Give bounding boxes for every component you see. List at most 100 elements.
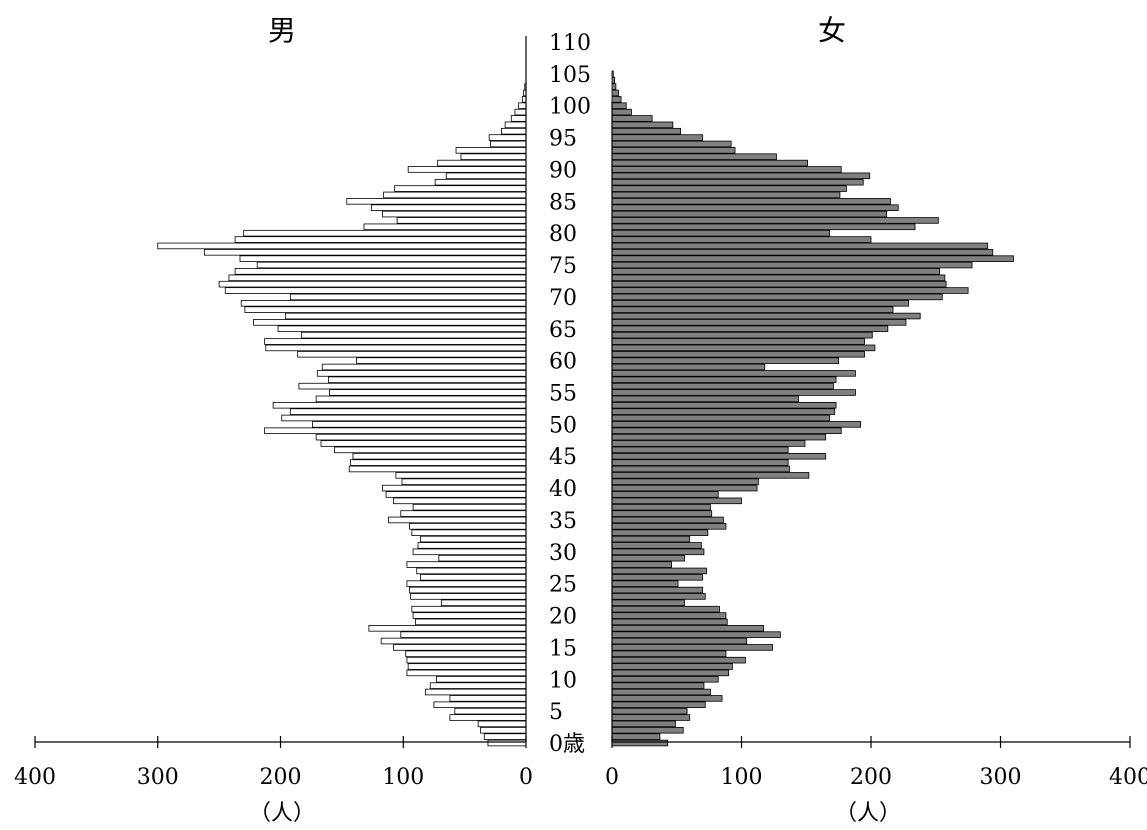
male-bar-age-21 — [411, 605, 527, 613]
male-bar-age-100 — [518, 102, 527, 109]
male-bar-age-97 — [504, 121, 527, 129]
age-label-10: 10 — [549, 668, 577, 693]
female-bar-age-36 — [611, 510, 713, 517]
male-bar-age-1 — [483, 733, 527, 740]
female-bar-age-22 — [611, 599, 685, 607]
female-tick-label-400: 400 — [1109, 765, 1147, 790]
male-bar-age-94 — [490, 140, 527, 148]
male-bar-age-23 — [410, 593, 527, 600]
male-bar-age-96 — [501, 127, 527, 135]
male-bar-age-8 — [424, 688, 527, 696]
male-bar-age-34 — [408, 523, 527, 530]
age-label-0: 0歳 — [549, 732, 585, 757]
female-bar-age-102 — [611, 89, 619, 97]
female-bar-age-13 — [611, 656, 746, 664]
female-bar-age-4 — [611, 714, 691, 721]
female-bar-age-94 — [611, 140, 732, 148]
age-label-35: 35 — [549, 509, 577, 534]
female-bar-age-37 — [611, 503, 711, 511]
male-bar-age-72 — [218, 280, 527, 288]
male-bar-age-78 — [157, 242, 527, 250]
female-bar-age-68 — [611, 306, 894, 313]
female-bar-age-85 — [611, 198, 891, 205]
age-label-5: 5 — [549, 700, 563, 725]
male-bar-age-35 — [388, 516, 527, 524]
age-label-70: 70 — [549, 286, 577, 311]
male-bar-age-29 — [438, 554, 527, 562]
female-bar-age-10 — [611, 676, 719, 683]
male-bar-age-93 — [455, 147, 527, 154]
male-bar-age-9 — [429, 682, 527, 689]
male-bar-age-62 — [265, 344, 527, 352]
female-bar-age-81 — [611, 223, 916, 231]
male-bar-age-39 — [385, 491, 527, 498]
female-bar-age-33 — [611, 529, 709, 536]
male-bar-age-60 — [356, 357, 527, 364]
female-bar-age-56 — [611, 382, 834, 390]
female-bar-age-67 — [611, 312, 921, 320]
age-label-95: 95 — [549, 127, 577, 152]
female-bar-age-1 — [611, 733, 661, 740]
female-bar-age-49 — [611, 427, 842, 435]
female-bar-age-88 — [611, 178, 864, 186]
male-bar-age-73 — [228, 274, 527, 282]
female-bar-age-73 — [611, 274, 946, 282]
female-bar-age-15 — [611, 644, 773, 651]
male-bar-age-10 — [435, 676, 527, 683]
age-label-80: 80 — [549, 222, 577, 247]
age-label-90: 90 — [549, 158, 577, 183]
male-bar-age-12 — [407, 663, 527, 670]
male-bar-age-28 — [406, 561, 527, 568]
male-bar-age-46 — [334, 446, 527, 454]
male-bar-age-41 — [401, 478, 527, 485]
male-bar-age-2 — [480, 726, 527, 734]
male-bar-age-40 — [381, 484, 527, 492]
female-bar-age-3 — [611, 720, 676, 728]
male-bar-age-71 — [224, 287, 527, 294]
female-bar-age-14 — [611, 650, 727, 658]
male-bar-age-11 — [406, 669, 527, 677]
female-bar-age-55 — [611, 389, 856, 396]
female-bar-age-40 — [611, 484, 758, 492]
female-bar-age-51 — [611, 414, 830, 422]
male-bar-age-45 — [352, 452, 527, 460]
male-bar-age-66 — [253, 319, 527, 326]
female-bar-age-66 — [611, 319, 907, 326]
male-bar-age-80 — [243, 229, 527, 237]
female-bar-age-7 — [611, 695, 723, 702]
female-bar-age-27 — [611, 567, 707, 575]
male-bar-age-75 — [256, 261, 527, 269]
age-label-65: 65 — [549, 318, 577, 343]
female-bar-age-5 — [611, 707, 688, 715]
female-bar-age-24 — [611, 586, 704, 594]
female-bar-age-50 — [611, 421, 862, 428]
age-label-75: 75 — [549, 254, 577, 279]
age-label-30: 30 — [549, 541, 577, 566]
male-bar-age-67 — [285, 312, 527, 320]
male-bar-age-18 — [368, 625, 527, 632]
male-tick-label-300: 300 — [137, 765, 179, 790]
female-bar-age-19 — [611, 618, 728, 626]
male-bar-age-54 — [315, 395, 527, 403]
male-bar-age-53 — [272, 401, 527, 409]
male-bar-age-99 — [514, 108, 527, 116]
male-bar-age-87 — [394, 185, 527, 192]
male-bar-age-50 — [312, 421, 527, 428]
male-tick-label-100: 100 — [382, 765, 424, 790]
male-bar-age-92 — [460, 153, 527, 160]
male-bar-age-48 — [315, 433, 527, 441]
male-bar-age-38 — [393, 497, 527, 505]
male-bar-age-0 — [487, 739, 527, 747]
age-label-105: 105 — [549, 63, 591, 88]
female-bar-age-42 — [611, 472, 810, 479]
male-bar-age-57 — [327, 376, 527, 384]
female-bar-age-91 — [611, 159, 808, 167]
female-bar-age-52 — [611, 408, 836, 415]
female-bar-age-11 — [611, 669, 729, 677]
male-bar-age-44 — [350, 459, 527, 466]
female-bar-age-39 — [611, 491, 719, 498]
male-bar-age-47 — [320, 440, 527, 447]
axes — [34, 36, 1131, 748]
female-tick-label-200: 200 — [850, 765, 892, 790]
male-bar-age-76 — [239, 255, 527, 262]
